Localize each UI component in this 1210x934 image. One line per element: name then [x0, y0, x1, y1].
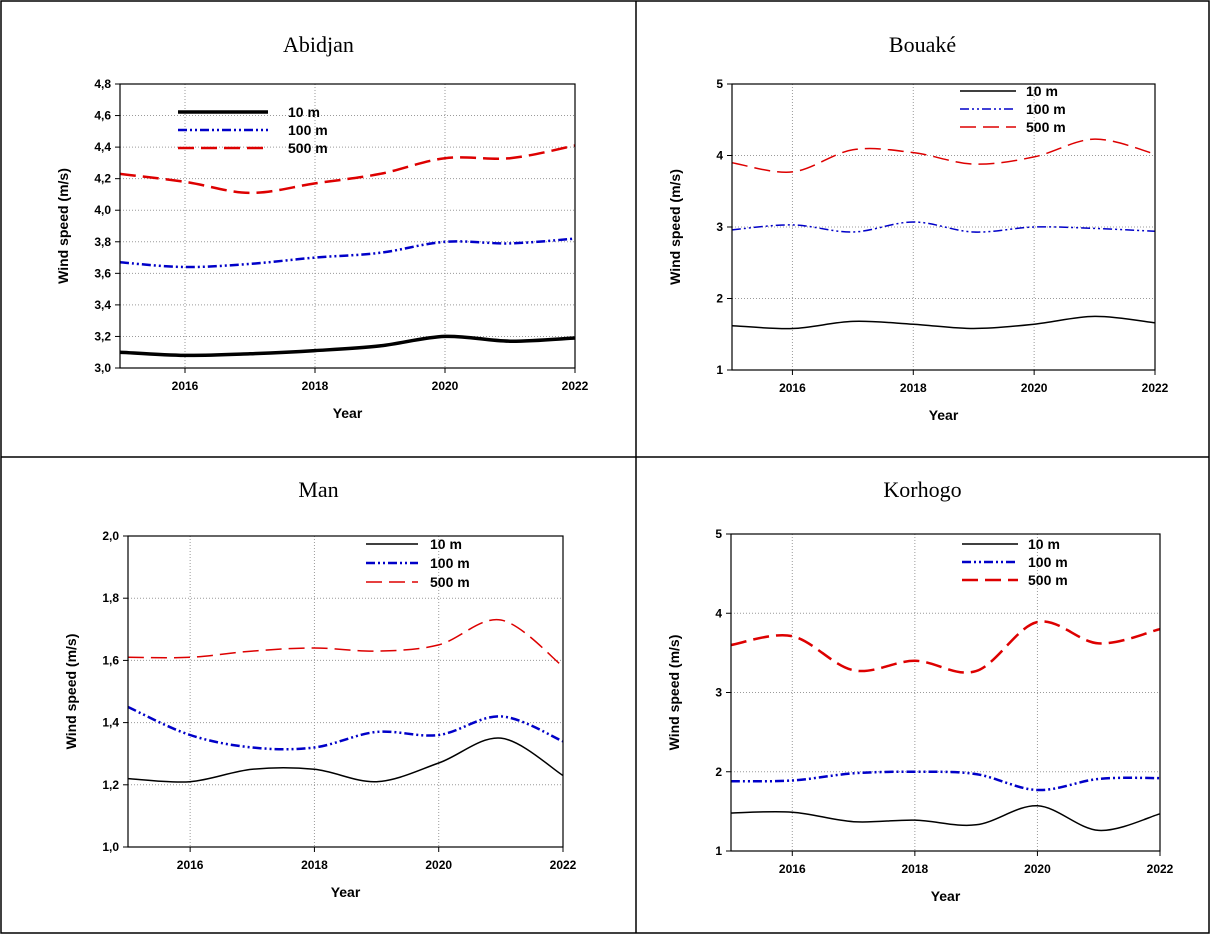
- y-tick-label: 4,2: [94, 172, 111, 186]
- y-tick-label: 5: [715, 527, 722, 541]
- x-tick-label: 2018: [301, 858, 328, 872]
- y-tick-label: 3,6: [94, 266, 111, 280]
- series-line-10m: [127, 737, 564, 783]
- y-tick-label: 1: [715, 844, 722, 858]
- y-tick-label: 3,0: [94, 361, 111, 375]
- y-axis-title: Wind speed (m/s): [63, 634, 79, 750]
- x-tick-label: 2016: [172, 379, 199, 393]
- chart-title: Bouaké: [889, 32, 956, 57]
- y-tick-label: 4,0: [94, 203, 111, 217]
- chart-panels: Abidjan 3,0 3,2 3,4 3,6 3,8 4,0 4,2 4,4 4,6 4,8 201…: [55, 32, 1174, 904]
- x-tick-label: 2020: [425, 858, 452, 872]
- y-tick-label: 3,2: [94, 329, 111, 343]
- legend: 10 m 100 m 500 m: [178, 104, 328, 156]
- x-tick-label: 2022: [1147, 862, 1174, 876]
- y-tick-label: 3,8: [94, 235, 111, 249]
- legend-label: 100 m: [1026, 101, 1066, 117]
- series-line-500m: [119, 144, 576, 195]
- y-tick-label: 4: [715, 606, 722, 620]
- y-tick-label: 1,4: [102, 716, 119, 730]
- series-line-10m: [731, 315, 1156, 330]
- x-tick-label: 2020: [1024, 862, 1051, 876]
- series-line-500m: [127, 618, 564, 668]
- chart-title: Abidjan: [283, 32, 354, 57]
- legend-label: 500 m: [1028, 572, 1068, 588]
- x-tick-label: 2018: [900, 381, 927, 395]
- plot-area: [732, 84, 1155, 370]
- y-axis-title: Wind speed (m/s): [666, 635, 682, 751]
- x-axis-title: Year: [929, 407, 959, 423]
- x-tick-label: 2020: [432, 379, 459, 393]
- legend: 10 m 100 m 500 m: [366, 536, 470, 590]
- series-line-500m: [731, 138, 1156, 173]
- x-tick-label: 2018: [902, 862, 929, 876]
- series-line-100m: [730, 770, 1161, 792]
- plot-area: [120, 84, 575, 368]
- y-tick-label: 3: [716, 220, 723, 234]
- plot-area: [128, 536, 563, 847]
- y-tick-label: 1: [716, 363, 723, 377]
- y-tick-label: 4,4: [94, 140, 111, 154]
- y-tick-label: 2: [716, 292, 723, 306]
- legend-label: 10 m: [430, 536, 462, 552]
- x-tick-label: 2016: [779, 381, 806, 395]
- x-tick-label: 2016: [779, 862, 806, 876]
- x-tick-label: 2022: [562, 379, 589, 393]
- x-tick-label: 2020: [1021, 381, 1048, 395]
- y-tick-label: 5: [716, 77, 723, 91]
- legend-label: 500 m: [1026, 119, 1066, 135]
- chart-title: Korhogo: [883, 477, 961, 502]
- y-tick-label: 1,0: [102, 840, 119, 854]
- y-tick-label: 1,6: [102, 653, 119, 667]
- y-tick-label: 1,8: [102, 591, 119, 605]
- y-tick-label: 4,8: [94, 77, 111, 91]
- legend-label: 10 m: [288, 104, 320, 120]
- chart-panel-2: Man 1,0 1,2 1,4 1,6 1,8 2,0 2016 2018 2020 2022 Yea…: [63, 477, 577, 900]
- x-tick-label: 2016: [177, 858, 204, 872]
- series-line-100m: [119, 237, 576, 269]
- x-tick-label: 2022: [550, 858, 577, 872]
- y-tick-label: 2,0: [102, 529, 119, 543]
- legend-label: 500 m: [288, 140, 328, 156]
- x-tick-label: 2022: [1142, 381, 1169, 395]
- y-tick-label: 3,4: [94, 298, 111, 312]
- x-axis-title: Year: [333, 405, 363, 421]
- chart-panel-3: Korhogo 1 2 3 4 5 2016 2018 2020 2022 Year Wind spe…: [666, 477, 1174, 904]
- legend: 10 m 100 m 500 m: [962, 536, 1068, 588]
- x-axis-title: Year: [331, 884, 361, 900]
- y-tick-label: 4,6: [94, 109, 111, 123]
- legend: 10 m 100 m 500 m: [960, 83, 1066, 135]
- plot-frame: [119, 83, 576, 369]
- plot-area: [731, 534, 1160, 851]
- legend-label: 100 m: [288, 122, 328, 138]
- plot-frame: [127, 535, 564, 848]
- legend-label: 10 m: [1026, 83, 1058, 99]
- y-tick-label: 4: [716, 149, 723, 163]
- legend-label: 100 m: [430, 555, 470, 571]
- chart-panel-0: Abidjan 3,0 3,2 3,4 3,6 3,8 4,0 4,2 4,4 4,6 4,8 201…: [55, 32, 589, 421]
- legend-label: 100 m: [1028, 554, 1068, 570]
- x-tick-label: 2018: [302, 379, 329, 393]
- y-axis-title: Wind speed (m/s): [55, 168, 71, 284]
- chart-panel-1: Bouaké 1 2 3 4 5 2016 2018 2020 2022 Year Wind spee…: [667, 32, 1169, 423]
- series-line-100m: [127, 705, 564, 751]
- y-tick-label: 3: [715, 686, 722, 700]
- chart-title: Man: [298, 477, 338, 502]
- series-line-100m: [731, 221, 1156, 233]
- series-line-10m: [119, 334, 576, 358]
- x-axis-title: Year: [931, 888, 961, 904]
- legend-label: 500 m: [430, 574, 470, 590]
- y-tick-label: 2: [715, 765, 722, 779]
- series-line-10m: [730, 805, 1161, 832]
- y-axis-title: Wind speed (m/s): [667, 169, 683, 285]
- y-tick-label: 1,2: [102, 778, 119, 792]
- legend-label: 10 m: [1028, 536, 1060, 552]
- series-line-500m: [730, 620, 1161, 674]
